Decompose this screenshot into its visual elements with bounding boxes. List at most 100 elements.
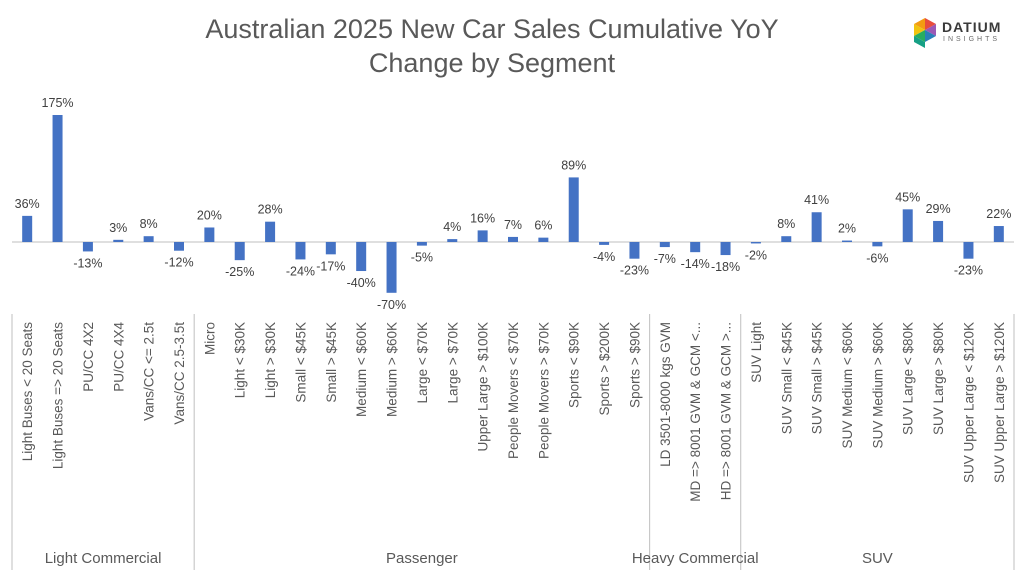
group-label: Passenger	[386, 550, 458, 567]
bar	[447, 239, 458, 242]
category-label: Sports < $90K	[567, 322, 582, 408]
data-label: 4%	[443, 220, 461, 234]
bar	[629, 242, 640, 259]
bar	[113, 239, 124, 242]
data-label: 36%	[15, 197, 40, 211]
category-label: SUV Medium > $60K	[870, 322, 885, 448]
bar	[143, 236, 154, 242]
bar	[750, 242, 761, 244]
bar	[902, 209, 913, 242]
category-label: Vans/CC 2.5-3.5t	[172, 322, 187, 425]
logo-subtitle: INSIGHTS	[943, 36, 1001, 43]
data-label: -25%	[225, 265, 254, 279]
data-label: -5%	[411, 251, 433, 265]
bar	[416, 242, 427, 246]
data-label: -4%	[593, 250, 615, 264]
data-label: -40%	[347, 276, 376, 290]
category-label: SUV Upper Large > $120K	[992, 322, 1007, 483]
category-label: SUV Small > $45K	[810, 322, 825, 434]
data-label: 20%	[197, 208, 222, 222]
data-label: -14%	[681, 257, 710, 271]
bar	[842, 240, 852, 242]
category-label: HD => 8001 GVM & GCM >...	[719, 322, 734, 500]
category-label: Upper Large > $100K	[476, 322, 491, 451]
bar	[933, 220, 944, 242]
group-label: SUV	[862, 550, 893, 567]
data-label: 28%	[258, 203, 283, 217]
group-label: Light Commercial	[45, 550, 162, 567]
data-label: 89%	[561, 158, 586, 172]
category-label: Light > $30K	[263, 322, 278, 398]
data-label: -70%	[377, 298, 406, 312]
category-label: Light Buses => 20 Seats	[51, 322, 66, 469]
category-label: Small < $45K	[293, 322, 308, 403]
data-label: 2%	[838, 222, 856, 236]
category-label: MD => 8001 GVM & GCM <...	[688, 322, 703, 502]
bar	[690, 242, 701, 253]
datium-logo-icon	[914, 18, 936, 48]
category-label: LD 3501-8000 kgs GVM	[658, 322, 673, 467]
group-label: Heavy Commercial	[632, 550, 759, 567]
bar	[477, 230, 488, 242]
data-label: 7%	[504, 218, 522, 232]
data-label: -7%	[654, 252, 676, 266]
bar	[811, 212, 822, 242]
category-label: Micro	[202, 322, 217, 355]
bar	[325, 242, 336, 255]
category-label: PU/CC 4X4	[111, 322, 126, 392]
data-label: 45%	[895, 190, 920, 204]
bar	[295, 242, 306, 260]
bar	[659, 242, 670, 248]
bar	[22, 215, 33, 242]
bar	[568, 177, 579, 242]
bar	[781, 236, 792, 242]
bar	[538, 237, 549, 242]
bar	[265, 221, 276, 242]
data-label: -13%	[73, 256, 102, 270]
data-label: 41%	[804, 193, 829, 207]
chart-title-line2: Change by Segment	[368, 48, 616, 78]
category-label: SUV Upper Large < $120K	[961, 322, 976, 483]
data-label: -23%	[620, 264, 649, 278]
bar	[872, 242, 883, 247]
category-label: Medium > $60K	[385, 322, 400, 417]
data-label: 3%	[109, 221, 127, 235]
bar	[720, 242, 731, 256]
bar	[386, 242, 397, 293]
category-label: Vans/CC <= 2.5t	[142, 322, 157, 421]
data-label: -12%	[164, 256, 193, 270]
bar	[204, 227, 215, 242]
category-label: SUV Small < $45K	[779, 322, 794, 434]
chart-title-line1: Australian 2025 New Car Sales Cumulative…	[205, 14, 779, 44]
data-label: -17%	[316, 259, 345, 273]
data-label: -23%	[954, 264, 983, 278]
category-label: Light Buses < 20 Seats	[20, 322, 35, 461]
category-label: Large < $70K	[415, 322, 430, 403]
category-label: People Movers < $70K	[506, 322, 521, 459]
category-label: Medium < $60K	[354, 322, 369, 417]
logo-wordmark: DATIUM	[942, 19, 1002, 35]
data-label: 22%	[986, 207, 1011, 221]
data-label: 8%	[140, 217, 158, 231]
data-label: -2%	[745, 248, 767, 262]
bar	[508, 236, 518, 242]
bar	[963, 242, 974, 259]
data-label: 6%	[534, 219, 552, 233]
category-label: Sports > $90K	[627, 322, 642, 408]
data-label: 29%	[926, 202, 951, 216]
bar	[234, 242, 245, 261]
bar	[82, 242, 93, 252]
data-label: -18%	[711, 260, 740, 274]
data-label: -6%	[866, 251, 888, 265]
data-label: -24%	[286, 264, 315, 278]
bar	[174, 242, 184, 251]
category-label: Sports > $200K	[597, 322, 612, 415]
data-label: 16%	[470, 211, 495, 225]
datium-logo: DATIUM INSIGHTS	[912, 16, 1012, 52]
category-label: Small > $45K	[324, 322, 339, 403]
data-label: 175%	[42, 96, 74, 110]
bar	[52, 115, 63, 242]
bar	[993, 226, 1004, 242]
category-label: SUV Large < $80K	[901, 322, 916, 435]
